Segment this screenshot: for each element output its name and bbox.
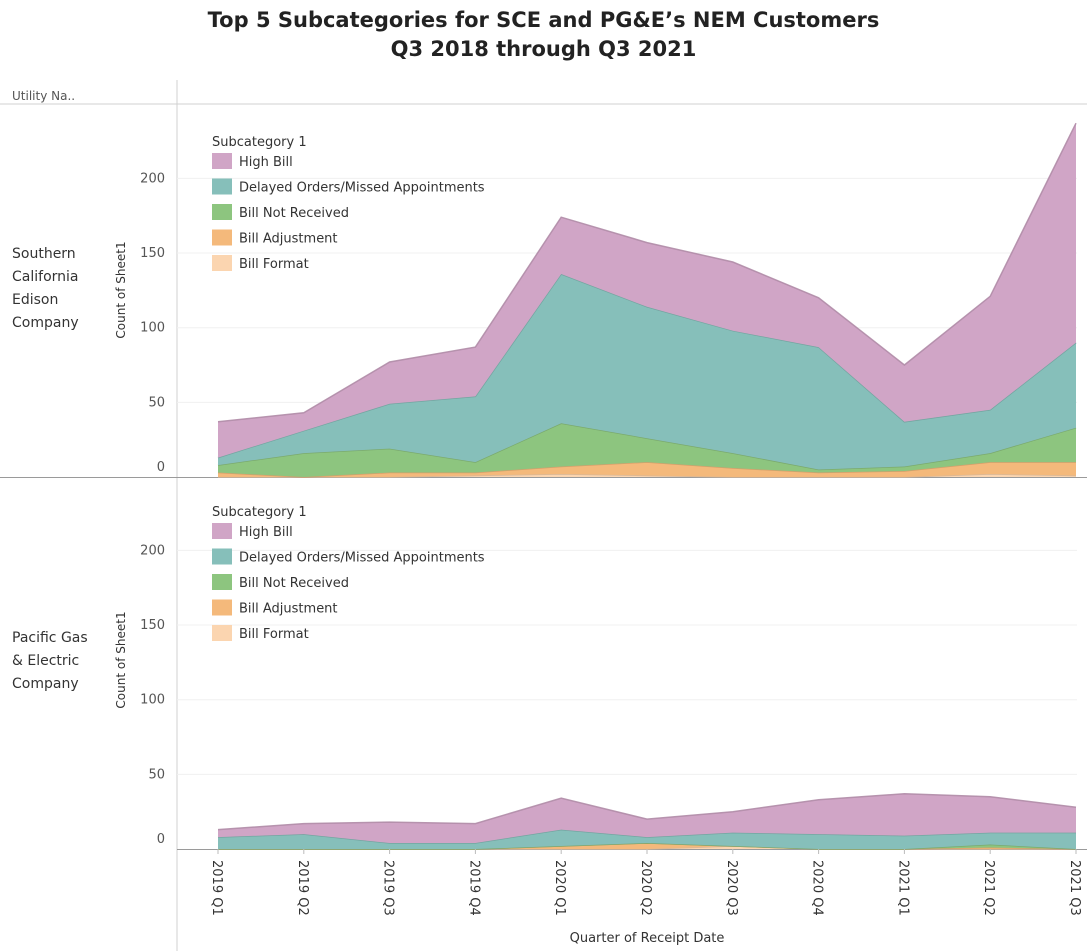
- area-bill-not-received: [218, 423, 1076, 477]
- legend-swatch: [212, 153, 232, 169]
- legend: Subcategory 1 High Bill Delayed Orders/Mis…: [212, 505, 485, 642]
- area-bill-adjustment: [218, 843, 1076, 849]
- y-tick-label: 200: [140, 171, 165, 186]
- legend-swatch: [212, 204, 232, 220]
- x-tick-label: 2019 Q1: [209, 860, 224, 916]
- legend-swatch: [212, 599, 232, 616]
- legend-label: High Bill: [239, 155, 293, 170]
- area-high-bill: [218, 123, 1076, 458]
- legend-label: Bill Not Received: [239, 576, 349, 591]
- legend-label: Bill Adjustment: [239, 602, 338, 617]
- panel-sce: 0 50 100 150 200 Count of Sheet1 Southern Calif…: [12, 122, 1077, 478]
- x-tick-label: 2019 Q3: [381, 860, 396, 916]
- x-tick-label: 2019 Q4: [466, 860, 481, 916]
- area-high-bill: [218, 793, 1076, 843]
- x-tick-label: 2020 Q1: [552, 860, 567, 916]
- legend: Subcategory 1 High Bill Delayed Orders/Mis…: [212, 135, 485, 272]
- row-label-line: & Electric: [12, 653, 79, 669]
- legend-swatch: [212, 229, 232, 246]
- y-tick-label: 200: [140, 543, 165, 558]
- x-tick-label: 2020 Q3: [724, 860, 739, 916]
- legend-swatch: [212, 548, 232, 565]
- row-label-line: Southern: [12, 246, 76, 262]
- x-tick-label: 2021 Q2: [981, 860, 996, 916]
- area-edge: [217, 793, 1077, 831]
- y-axis-label: Count of Sheet1: [114, 241, 128, 338]
- row-header-label: Utility Na..: [12, 89, 75, 103]
- legend-title: Subcategory 1: [212, 135, 307, 150]
- y-tick-label: 0: [157, 832, 165, 847]
- legend-swatch: [212, 178, 232, 195]
- legend-label: Bill Format: [239, 257, 309, 272]
- y-axis-label: Count of Sheet1: [114, 611, 128, 708]
- row-label-line: Edison: [12, 292, 58, 308]
- x-tick-label: 2021 Q1: [895, 860, 910, 916]
- chart-title-line-2: Q3 2018 through Q3 2021: [390, 37, 697, 61]
- y-tick-label: 150: [140, 246, 165, 261]
- y-tick-label: 50: [148, 395, 165, 410]
- row-label-line: Pacific Gas: [12, 630, 88, 646]
- legend-label: Bill Format: [239, 627, 309, 642]
- legend-title: Subcategory 1: [212, 505, 307, 520]
- row-label-line: California: [12, 269, 78, 285]
- area-edge: [217, 122, 1077, 423]
- panel-pge: 0 50 100 150 200 Count of Sheet1 Pacific Gas & …: [12, 505, 1077, 850]
- chart-title: Top 5 Subcategories for SCE and PG&E’s N…: [0, 6, 1087, 64]
- legend-label: Bill Adjustment: [239, 232, 338, 247]
- x-tick-label: 2019 Q2: [295, 860, 310, 916]
- row-label-line: Company: [12, 676, 79, 692]
- row-label-line: Company: [12, 315, 79, 331]
- y-tick-label: 50: [148, 767, 165, 782]
- area-bill-adjustment: [218, 462, 1076, 477]
- area-delayed-orders-missed-appointments: [218, 829, 1076, 849]
- legend-swatch: [212, 255, 232, 271]
- legend-swatch: [212, 574, 232, 590]
- y-tick-label: 100: [140, 321, 165, 336]
- y-tick-label: 100: [140, 693, 165, 708]
- x-tick-label: 2021 Q3: [1067, 860, 1082, 916]
- legend-swatch: [212, 523, 232, 539]
- legend-swatch: [212, 625, 232, 641]
- y-tick-label: 150: [140, 618, 165, 633]
- y-tick-label: 0: [157, 460, 165, 475]
- legend-label: High Bill: [239, 525, 293, 540]
- chart-title-line-1: Top 5 Subcategories for SCE and PG&E’s N…: [207, 8, 880, 32]
- x-axis-title: Quarter of Receipt Date: [570, 931, 725, 946]
- legend-label: Bill Not Received: [239, 206, 349, 221]
- x-tick-label: 2020 Q2: [638, 860, 653, 916]
- legend-label: Delayed Orders/Missed Appointments: [239, 551, 485, 566]
- x-tick-label: 2020 Q4: [810, 860, 825, 916]
- legend-label: Delayed Orders/Missed Appointments: [239, 181, 485, 196]
- area-delayed-orders-missed-appointments: [218, 274, 1076, 470]
